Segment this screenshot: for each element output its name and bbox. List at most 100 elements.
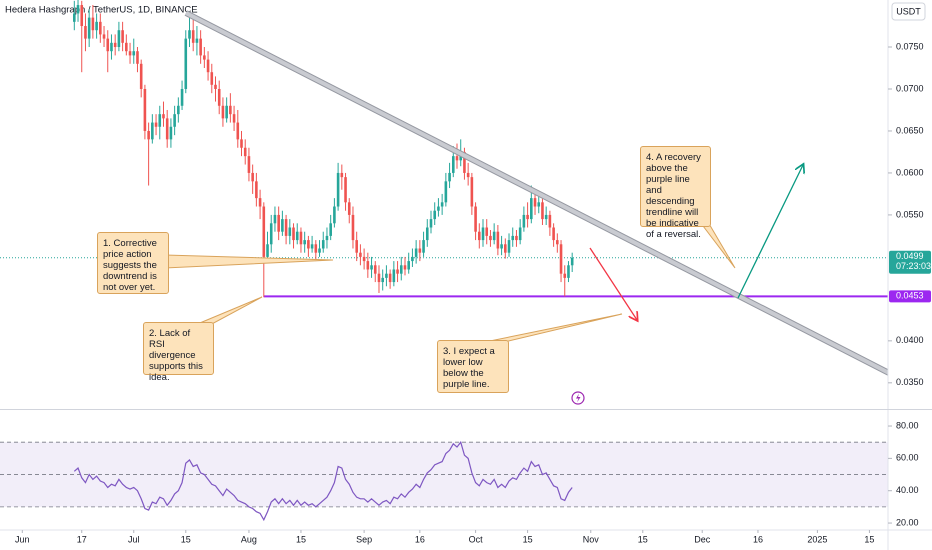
candle-body (87, 17, 91, 39)
candle-body (362, 256, 366, 262)
candle-body (128, 51, 132, 56)
candle-body (136, 51, 139, 64)
candle-body (537, 202, 541, 207)
last-price-label: 0.0499 (896, 251, 924, 261)
candle-body (147, 130, 150, 140)
event-icon[interactable] (571, 391, 585, 405)
candle-body (177, 105, 180, 115)
candle-body (110, 42, 113, 52)
candle-body (214, 84, 217, 89)
candle-body (548, 214, 552, 228)
candle-body (437, 206, 440, 211)
candle-body (329, 223, 332, 236)
x-tick-label: Jun (15, 534, 30, 544)
x-tick-label: 15 (181, 534, 191, 544)
candle-body (392, 269, 396, 283)
candle-body (344, 177, 347, 203)
candle-body (518, 227, 522, 241)
candle-body (492, 231, 496, 241)
candle-body (351, 214, 355, 241)
y-tick-label: 0.0650 (896, 125, 924, 135)
candle-body (325, 235, 329, 241)
candle-body (340, 172, 344, 178)
annotation: 4. A recovery above the purple line and … (640, 146, 711, 240)
candle-body (169, 126, 173, 140)
candle-body (385, 273, 388, 278)
candle-body (173, 114, 176, 127)
candle-body (139, 63, 143, 89)
y-tick-label: 0.0350 (896, 377, 924, 387)
candle-body (292, 227, 295, 241)
last-price-box (889, 250, 931, 274)
x-tick-label: 15 (523, 534, 533, 544)
candle-body (373, 265, 377, 274)
candle-body (165, 118, 169, 140)
candle-body (99, 21, 102, 35)
candle-body (496, 231, 500, 249)
candle-body (255, 181, 258, 199)
candle-body (232, 114, 236, 123)
candle-body (451, 156, 455, 173)
candle-body (433, 210, 437, 220)
candle-body (84, 26, 87, 39)
candle-body (225, 105, 228, 119)
annotation: 2. Lack of RSI divergence supports this … (143, 322, 214, 383)
up-arrow (737, 165, 803, 299)
candle-body (277, 214, 280, 232)
candle-body (530, 198, 533, 220)
candle-body (425, 227, 429, 241)
candle-body (295, 231, 299, 241)
candle-body (533, 198, 537, 207)
currency-button[interactable] (891, 2, 926, 21)
candle-body (526, 214, 529, 220)
callout-tail (164, 254, 334, 269)
x-tick-label: Dec (694, 534, 711, 544)
annotation: 3. I expect a lower low below the purple… (437, 340, 509, 393)
candle-body (188, 30, 191, 39)
candle-body (455, 156, 459, 161)
candle-body (466, 172, 470, 178)
candle-body (396, 269, 399, 274)
candle-body (284, 219, 288, 236)
candle-body (243, 147, 247, 157)
candle-body (303, 240, 306, 245)
x-tick-label: Jul (128, 534, 140, 544)
candle-body (370, 265, 373, 270)
candle-body (336, 172, 340, 207)
candle-body (106, 38, 110, 52)
callout-tail (194, 296, 263, 326)
candle-body (117, 30, 121, 48)
candle-body (262, 206, 266, 257)
candle-body (366, 261, 370, 270)
candle-body (203, 55, 206, 60)
candle-body (217, 88, 221, 106)
x-tick-label: 17 (77, 534, 87, 544)
support-label: 0.0453 (896, 291, 924, 301)
candle-body (251, 172, 254, 182)
candle-body (474, 206, 477, 232)
candle-body (567, 265, 570, 278)
candle-body (236, 122, 240, 140)
candle-body (511, 235, 515, 241)
down-arrow (589, 247, 637, 320)
rsi-tick-label: 60.00 (896, 453, 919, 463)
candle-body (102, 34, 106, 39)
candle-body (377, 273, 381, 283)
candle-body (91, 17, 95, 31)
candle-body (355, 240, 358, 253)
candle-body (489, 235, 492, 241)
candle-body (381, 277, 384, 283)
rsi-line (73, 440, 573, 522)
candle-body (359, 252, 362, 257)
candle-body (73, 13, 76, 22)
candle-body (180, 88, 184, 106)
candle-body (229, 105, 232, 115)
x-tick-label: 16 (753, 534, 763, 544)
chart-title: Hedera Hashgraph / TetherUS, 1D, BINANCE (5, 5, 198, 16)
candle-body (221, 105, 225, 119)
candle-body (266, 244, 269, 257)
candle-body (199, 38, 202, 56)
candle-body (422, 240, 425, 253)
candle-body (258, 198, 262, 207)
